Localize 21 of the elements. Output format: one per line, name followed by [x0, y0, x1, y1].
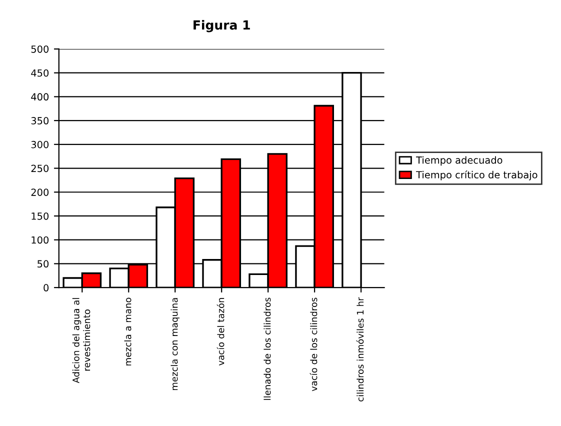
- y-tick-label: 450: [31, 69, 49, 77]
- y-tick-label: 150: [32, 212, 49, 220]
- x-tick-label: mezcla con maquina: [170, 298, 180, 390]
- legend-label: Tiempo crítico de trabajo: [416, 170, 538, 180]
- x-tick-label: mezcla a mano: [124, 298, 132, 366]
- x-tick-label: vacío de los cilindros: [310, 298, 318, 392]
- y-tick-label: 300: [31, 140, 49, 148]
- x-tick-label: vacío del tazón: [216, 298, 224, 366]
- y-tick-label: 0: [44, 284, 49, 292]
- x-tick-label: cilindros inmóviles 1 hr: [356, 297, 364, 402]
- y-tick-label: 500: [31, 45, 49, 53]
- chart-title: Figura 1: [194, 20, 250, 32]
- y-tick-label: 200: [31, 188, 49, 196]
- y-tick-label: 400: [31, 93, 49, 101]
- x-tick-label: llenado de los cilindros: [264, 298, 271, 400]
- x-tick-label: Adicion del agua al revestimiento: [72, 298, 90, 384]
- y-tick-label: 50: [38, 260, 49, 268]
- y-tick-label: 250: [31, 164, 49, 172]
- y-tick-label: 350: [31, 117, 49, 124]
- y-tick-label: 100: [32, 236, 49, 244]
- legend-label: Tiempo adecuado: [416, 156, 502, 166]
